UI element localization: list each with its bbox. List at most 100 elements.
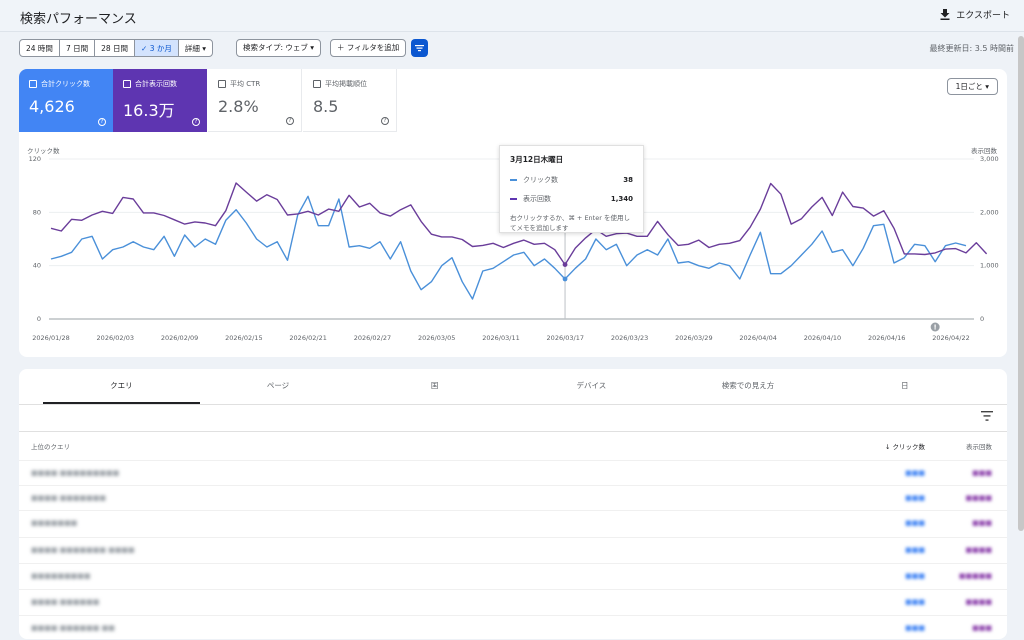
help-icon[interactable]: ? [192,118,200,126]
help-icon[interactable]: ? [286,117,294,125]
x-tick-label: 2026/02/09 [161,334,198,342]
tooltip-row-clicks: クリック数 38 [510,175,633,185]
table-row[interactable]: ■■■■ ■■■■■■ ■■ ■■■ ■■■ [19,615,1007,640]
clicks-series-line [50,195,967,300]
dropdown-arrow-icon: ▾ [307,43,315,52]
table-row[interactable]: ■■■■ ■■■■■■■ ■■■■ ■■■ ■■■■ [19,537,1007,562]
query-cell: ■■■■■■■■■ [31,572,91,580]
date-range-7d[interactable]: 7 日間 [60,40,96,56]
tooltip-series-value: 38 [623,176,633,184]
date-range-3m-label: 3 か月 [149,44,172,53]
x-tick-label: 2026/02/15 [225,334,262,342]
y-left-tick-label: 80 [33,208,41,216]
impressions-cell: ■■■ [972,519,992,527]
tooltip-row-impressions: 表示回数 1,340 [510,194,633,204]
export-button[interactable]: エクスポート [940,8,1010,21]
column-header-impressions[interactable]: 表示回数 [966,443,992,451]
date-range-28d[interactable]: 28 日間 [95,40,136,56]
filter-lines-icon [415,45,424,52]
query-cell: ■■■■ ■■■■■■ ■■ [31,624,115,632]
metric-label: 合計表示回数 [135,80,177,88]
table-row[interactable]: ■■■■■■■■■ ■■■ ■■■■■ [19,563,1007,588]
checkbox-unchecked-icon [218,80,226,88]
query-cell: ■■■■ ■■■■■■ [31,598,100,606]
dimension-tabs: クエリ ページ 国 デバイス 検索での見え方 日 [43,369,983,404]
help-icon[interactable]: ? [381,117,389,125]
page-scrollbar[interactable] [1018,36,1024,531]
search-type-chip[interactable]: 検索タイプ: ウェブ ▾ [236,39,322,57]
clicks-cell: ■■■ [905,469,925,477]
column-header-clicks[interactable]: ↓ クリック数 [885,441,925,451]
metric-value: 4,626 [29,97,75,116]
metric-label: 合計クリック数 [41,80,90,88]
x-tick-label: 2026/04/16 [868,334,905,342]
x-tick-label: 2026/02/03 [97,334,134,342]
header-divider [19,431,1007,432]
x-tick-label: 2026/03/11 [482,334,519,342]
tooltip-hint: 右クリックするか、⌘ + Enter を使用してメモを追加します [510,214,630,232]
y-right-tick-label: 0 [980,315,984,323]
clicks-cell: ■■■ [905,572,925,580]
metric-total-clicks[interactable]: 合計クリック数 4,626 ? [19,69,113,132]
tooltip-series-name: クリック数 [523,176,558,184]
table-card: クエリ ページ 国 デバイス 検索での見え方 日 上位のクエリ ↓ クリック数 … [19,369,1007,639]
tooltip-series-name: 表示回数 [523,195,551,203]
series-swatch [510,198,517,200]
tab-query[interactable]: クエリ [43,369,200,404]
x-tick-label: 2026/03/05 [418,334,455,342]
last-updated-text: 最終更新日: 3.5 時間前 [929,44,1014,53]
metric-total-impressions[interactable]: 合計表示回数 16.3万 ? [113,69,207,132]
x-tick-label: 2026/04/22 [932,334,969,342]
tab-country[interactable]: 国 [430,381,439,390]
impressions-cell: ■■■■ [965,598,992,606]
help-icon[interactable]: ? [98,118,106,126]
period-select[interactable]: 1日ごと ▾ [946,78,998,95]
right-axis-title: 表示回数 [971,147,997,155]
checkbox-unchecked-icon [313,80,321,88]
tab-date[interactable]: 日 [900,381,909,390]
period-select-label: 1日ごと [955,82,983,91]
date-range-3m[interactable]: ✓ 3 か月 [135,40,179,56]
table-filter-icon[interactable] [981,411,993,421]
tab-device[interactable]: デバイス [576,381,607,390]
performance-chart[interactable]: 0 0 40 1,000 80 2,000 120 3,000 2026/01/28 2026/0… [19,149,1007,349]
y-left-tick-label: 120 [29,155,41,163]
x-tick-label: 2026/02/27 [354,334,391,342]
metric-average-ctr[interactable]: 平均 CTR 2.8% ? [208,69,302,132]
tab-search-appearance[interactable]: 検索での見え方 [721,381,775,390]
header-bar: 検索パフォーマンス エクスポート [0,0,1024,32]
performance-card: 合計クリック数 4,626 ? 合計表示回数 16.3万 ? 平均 CTR 2.… [19,69,1007,357]
table-row[interactable]: ■■■■ ■■■■■■■■■ ■■■ ■■■ [19,460,1007,485]
table-row[interactable]: ■■■■■■■ ■■■ ■■■ [19,510,1007,535]
tab-page[interactable]: ページ [266,381,290,390]
impressions-cell: ■■■ [972,624,992,632]
impressions-series-line [50,182,988,266]
clicks-cell: ■■■ [905,494,925,502]
add-filter-button[interactable]: ＋ フィルタを追加 [330,39,407,57]
clicks-cell: ■■■ [905,598,925,606]
query-cell: ■■■■ ■■■■■■■ ■■■■ [31,546,135,554]
filter-settings-button[interactable] [411,39,428,57]
table-row[interactable]: ■■■■ ■■■■■■■ ■■■ ■■■■ [19,485,1007,510]
column-header-query[interactable]: 上位のクエリ [31,443,70,451]
y-right-tick-label: 2,000 [980,208,999,216]
metric-value: 2.8% [218,97,259,116]
table-row[interactable]: ■■■■ ■■■■■■ ■■■ ■■■■ [19,589,1007,614]
y-left-tick-label: 0 [37,315,41,323]
x-tick-label: 2026/01/28 [32,334,69,342]
date-range-custom-label: 詳細 [184,44,200,53]
checkbox-checked-icon [123,80,131,88]
impressions-hover-point [562,262,568,267]
chart-tooltip: 3月12日木曜日 クリック数 38 表示回数 1,340 右クリックするか、⌘ … [499,145,644,233]
left-axis-title: クリック数 [27,147,60,155]
dropdown-arrow-icon: ▾ [982,82,989,91]
metric-average-position[interactable]: 平均掲載順位 8.5 ? [303,69,397,132]
date-range-24h[interactable]: 24 時間 [20,40,60,56]
x-tick-label: 2026/03/17 [547,334,584,342]
column-header-clicks-label: クリック数 [892,443,926,451]
impressions-cell: ■■■■ [965,546,992,554]
y-right-tick-label: 1,000 [980,262,999,270]
download-icon [940,9,950,20]
date-range-custom[interactable]: 詳細 ▾ [179,40,212,56]
clicks-cell: ■■■ [905,519,925,527]
